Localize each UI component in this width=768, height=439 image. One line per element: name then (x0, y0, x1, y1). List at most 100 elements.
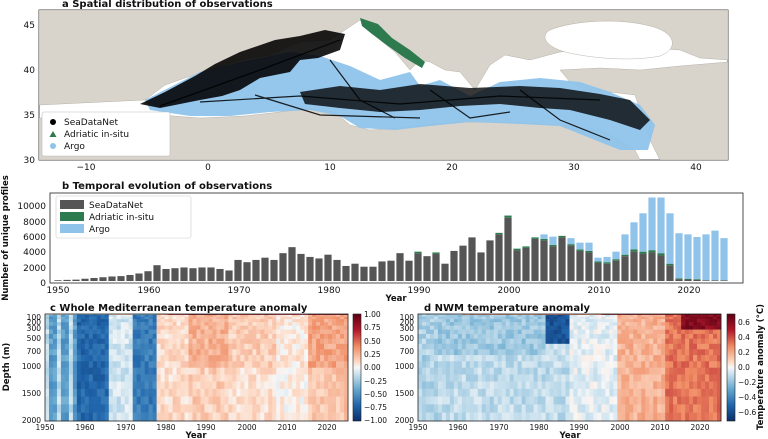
heatmap-cell (140, 316, 145, 320)
heatmap-cell (549, 396, 554, 405)
heatmap-cell (200, 325, 205, 330)
heatmap-cell (176, 343, 181, 350)
heatmap-cell (517, 322, 522, 326)
heatmap-cell (104, 314, 110, 317)
heatmap-cell (136, 343, 141, 350)
heatmap-cell (713, 329, 718, 335)
heatmap-cell (473, 361, 479, 369)
heatmap-cell (204, 381, 209, 390)
map-y-tick: 45 (24, 21, 35, 31)
heatmap-cell (116, 361, 122, 369)
bar-argo (648, 197, 656, 251)
heatmap-cell (617, 361, 622, 369)
heatmap-cell (48, 367, 54, 375)
heatmap-cell (513, 338, 518, 345)
heatmap-cell (421, 381, 427, 390)
heatmap-cell (461, 367, 467, 375)
heatmap-cell (489, 329, 495, 335)
heatmap-cell (76, 404, 82, 413)
heatmap-cell (244, 388, 249, 397)
heatmap-cell (144, 329, 149, 335)
colorbar-d-label: Temperature anomaly (°C) (756, 304, 766, 430)
heatmap-cell (449, 314, 455, 317)
heatmap-cell (621, 361, 626, 369)
heatmap-cell (673, 381, 678, 390)
heatmap-cell (641, 329, 646, 335)
heatmap-cell (336, 343, 341, 350)
heatmap-cell (641, 396, 646, 405)
heatmap-cell (661, 404, 666, 413)
heatmap-cell (561, 343, 566, 350)
heatmap-cell (689, 322, 694, 326)
heatmap-cell (108, 314, 114, 316)
heatmap-cell (665, 388, 670, 397)
heatmap-cell (593, 381, 598, 390)
heatmap-cell (152, 322, 157, 326)
heatmap-cell (200, 404, 205, 413)
heatmap-cell (605, 314, 610, 316)
map-content (39, 10, 728, 160)
heatmap-cell (521, 388, 526, 397)
heatmap-cell (533, 374, 538, 382)
heatmap-cell (224, 355, 229, 362)
heatmap-cell (132, 338, 137, 345)
heatmap-cell (192, 325, 197, 330)
heatmap-cell (136, 367, 141, 375)
heatmap-cell (144, 316, 149, 320)
heatmap-cell (645, 316, 650, 320)
heatmap-cell (324, 381, 329, 390)
heatmap-cell (497, 396, 503, 405)
heatmap-cell (344, 329, 349, 335)
heatmap-cell (501, 349, 507, 356)
heatmap-cell (340, 396, 345, 405)
heatmap-cell (212, 343, 217, 350)
heatmap-cell (437, 361, 443, 369)
heatmap-cell (236, 367, 241, 375)
heatmap-cell (501, 412, 507, 422)
heatmap-cell (553, 325, 558, 330)
heatmap-cell (713, 325, 718, 330)
heatmap-cell (52, 338, 58, 345)
bar-seadatanet (612, 260, 620, 281)
heatmap-cell (212, 314, 217, 316)
heatmap-cell (336, 355, 341, 362)
heatmap-cell (418, 404, 423, 413)
heatmap-cell (473, 329, 479, 335)
heatmap-cell (88, 361, 94, 369)
heatmap-cell (116, 338, 122, 345)
heatmap-cell (208, 333, 213, 339)
heatmap-cell (553, 316, 558, 320)
heatmap-cell (657, 343, 662, 350)
heatmap-cell (252, 338, 257, 345)
heatmap-cell (677, 329, 682, 335)
heatmap-cell (160, 314, 165, 316)
heatmap-cell (108, 316, 114, 320)
heatmap-cell (252, 367, 257, 375)
heatmap-cell (264, 374, 269, 382)
heatmap-cell (216, 349, 221, 356)
heatmap-cell (629, 355, 634, 362)
heatmap-cell (561, 361, 566, 369)
heatmap-cell (425, 388, 431, 397)
heatmap-cell (617, 374, 622, 382)
map-panel: −10 0 10 20 30 40 30 35 40 45 SeaDataNet… (24, 9, 729, 173)
heatmap-cell (56, 325, 62, 330)
heatmap-cell (108, 367, 114, 375)
heatmap-cell (296, 333, 301, 339)
heatmap-cell (473, 343, 479, 350)
heatmap-cell (136, 412, 141, 422)
heatmap-cell (593, 322, 598, 326)
bar-seadatanet (459, 245, 467, 281)
heatmap-cell (252, 316, 257, 320)
heatmap-cell (637, 388, 642, 397)
heatmap-cell (232, 314, 237, 317)
heatmap-cell (152, 329, 157, 335)
heatmap-cell (208, 404, 213, 413)
heatmap-cell (160, 381, 165, 390)
heatmap-cell (104, 349, 110, 356)
heatmap-cell (264, 412, 269, 422)
colorbar-d-tick: −0.6 (738, 408, 756, 417)
heatmap-cell (112, 316, 118, 320)
heatmap-cell (300, 343, 305, 350)
heatmap-cell (565, 329, 570, 335)
